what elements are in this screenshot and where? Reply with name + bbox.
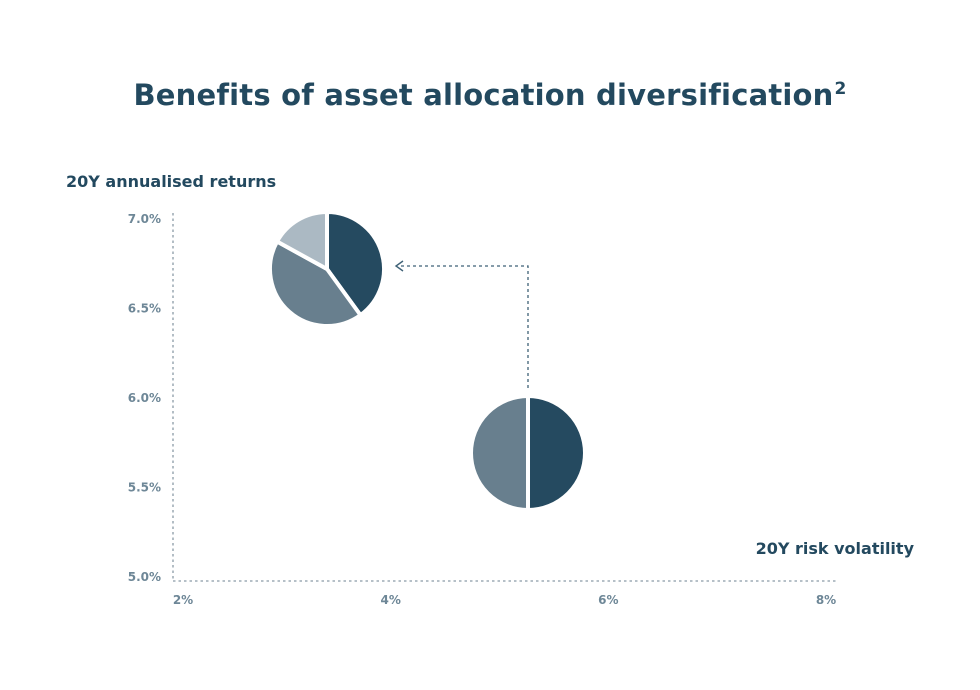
chart-title: Benefits of asset allocation diversifica… bbox=[0, 78, 980, 112]
dashed-arrow-line bbox=[398, 265, 529, 388]
pie-slice bbox=[325, 210, 386, 318]
y-tick-label: 7.0% bbox=[128, 212, 161, 226]
pie-marker bbox=[268, 210, 386, 328]
y-tick-label: 5.0% bbox=[128, 570, 161, 584]
pie-marker bbox=[469, 394, 587, 512]
y-tick-label: 6.5% bbox=[128, 302, 161, 316]
pie-slice bbox=[469, 394, 530, 512]
arrow-head bbox=[394, 260, 404, 272]
y-axis-label: 20Y annualised returns bbox=[66, 172, 277, 191]
x-tick-label: 4% bbox=[380, 593, 400, 607]
pie-slice bbox=[526, 394, 587, 512]
y-tick-label: 5.5% bbox=[128, 481, 161, 495]
title-footnote-marker: 2 bbox=[834, 79, 847, 100]
y-tick-label: 6.0% bbox=[128, 391, 161, 405]
chart-title-text: Benefits of asset allocation diversifica… bbox=[133, 78, 834, 112]
x-axis-label: 20Y risk volatility bbox=[755, 539, 914, 558]
pie-slice bbox=[268, 239, 363, 328]
x-tick-label: 6% bbox=[598, 593, 618, 607]
x-tick-label: 8% bbox=[816, 593, 836, 607]
x-tick-label: 2% bbox=[173, 593, 193, 607]
pie-slice bbox=[275, 210, 329, 271]
